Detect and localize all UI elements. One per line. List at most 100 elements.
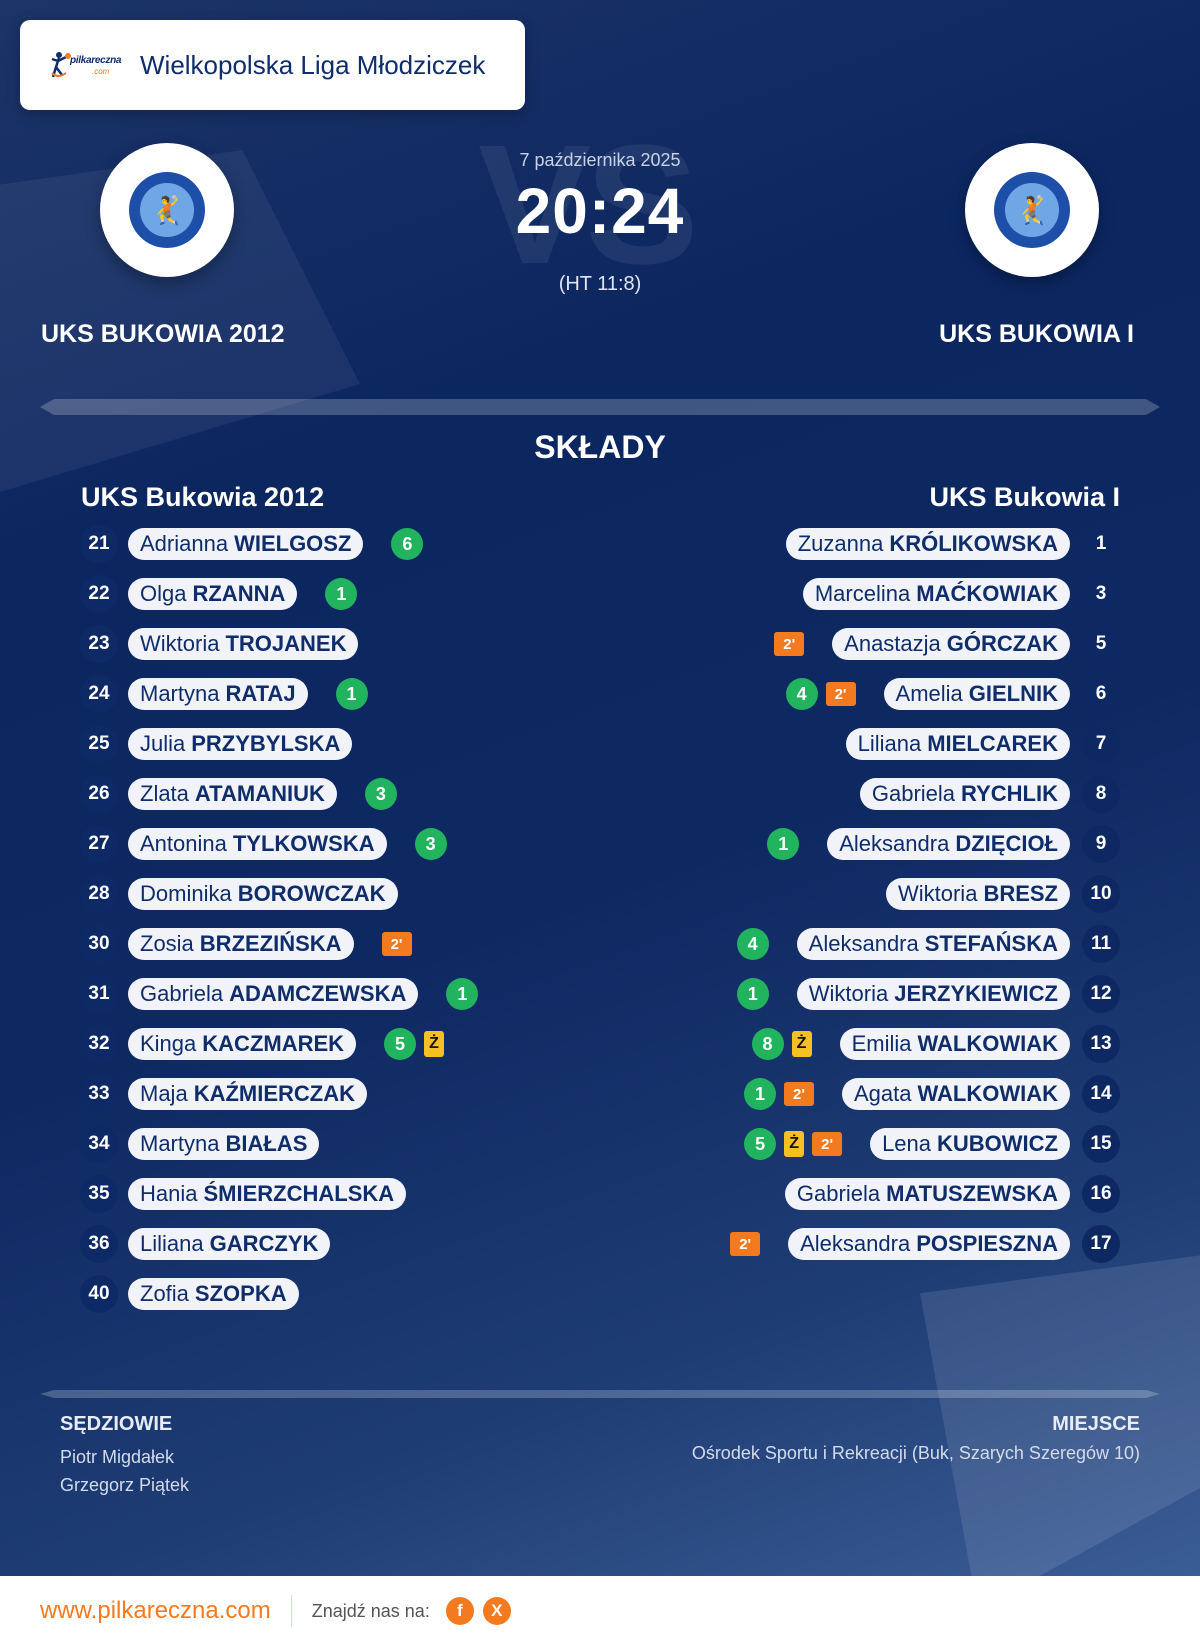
player-name-pill[interactable]: Martyna RATAJ (128, 678, 308, 710)
player-last-name: GÓRCZAK (946, 631, 1058, 656)
player-stats: 2' (774, 632, 805, 656)
player-stats: 3 (414, 828, 447, 860)
goals-badge: 1 (736, 978, 769, 1010)
player-number: 34 (80, 1125, 118, 1163)
player-stats: 5 Ż 2' (744, 1128, 843, 1160)
player-row: Liliana MIELCAREK 7 (730, 719, 1120, 769)
goals-badge: 1 (767, 828, 800, 860)
player-last-name: ŚMIERZCHALSKA (203, 1181, 395, 1206)
section-divider (40, 399, 1160, 415)
player-name-pill[interactable]: Dominika BOROWCZAK (128, 878, 398, 910)
player-first-name: Anastazja (844, 631, 941, 656)
goals-badge: 8 (751, 1028, 784, 1060)
yellow-card-badge: Ż (791, 1031, 812, 1057)
player-stats: 6 (391, 528, 424, 560)
player-number: 16 (1082, 1175, 1120, 1213)
player-name-pill[interactable]: Aleksandra DZIĘCIOŁ (827, 828, 1070, 860)
player-row: 40 Zofia SZOPKA (80, 1269, 478, 1319)
player-first-name: Lena (882, 1131, 932, 1156)
player-name-pill[interactable]: Antonina TYLKOWSKA (128, 828, 387, 860)
suspension-badge: 2' (381, 932, 412, 956)
player-name-pill[interactable]: Hania ŚMIERZCHALSKA (128, 1178, 407, 1210)
away-roster: Zuzanna KRÓLIKOWSKA 1 Marcelina MAĆKOWIAK 3 2'… (730, 519, 1120, 1269)
player-name-pill[interactable]: Zofia SZOPKA (128, 1278, 299, 1310)
player-name-pill[interactable]: Martyna BIAŁAS (128, 1128, 320, 1160)
player-name-pill[interactable]: Anastazja GÓRCZAK (832, 628, 1070, 660)
player-name-pill[interactable]: Agata WALKOWIAK (841, 1078, 1070, 1110)
player-name-pill[interactable]: Marcelina MAĆKOWIAK (802, 578, 1070, 610)
player-name-pill[interactable]: Gabriela MATUSZEWSKA (784, 1178, 1070, 1210)
player-name-pill[interactable]: Wiktoria BRESZ (885, 878, 1070, 910)
suspension-badge: 2' (825, 682, 856, 706)
player-last-name: KUBOWICZ (937, 1131, 1058, 1156)
player-row: Gabriela RYCHLIK 8 (730, 769, 1120, 819)
venue-name: Ośrodek Sportu i Rekreacji (Buk, Szarych… (691, 1443, 1140, 1463)
player-name-pill[interactable]: Zlata ATAMANIUK (128, 778, 337, 810)
player-number: 22 (80, 575, 118, 613)
player-name-pill[interactable]: Wiktoria TROJANEK (128, 628, 359, 660)
player-name-pill[interactable]: Aleksandra STEFAŃSKA (796, 928, 1070, 960)
player-name-pill[interactable]: Liliana MIELCAREK (845, 728, 1070, 760)
vs-watermark: VS (478, 110, 699, 300)
player-row: 30 Zosia BRZEZIŃSKA 2' (80, 919, 478, 969)
player-first-name: Martyna (140, 681, 220, 706)
pilkareczna-logo[interactable]: pilkareczna .com (48, 49, 122, 81)
player-row: 27 Antonina TYLKOWSKA 3 (80, 819, 478, 869)
player-last-name: WALKOWIAK (917, 1031, 1058, 1056)
goals-badge: 3 (364, 778, 397, 810)
goals-badge: 3 (414, 828, 447, 860)
player-name-pill[interactable]: Amelia GIELNIK (883, 678, 1070, 710)
player-last-name: ADAMCZEWSKA (229, 981, 407, 1006)
player-last-name: POSPIESZNA (916, 1231, 1058, 1256)
player-row: 1 Aleksandra DZIĘCIOŁ 9 (730, 819, 1120, 869)
player-first-name: Julia (140, 731, 186, 756)
player-name-pill[interactable]: Adrianna WIELGOSZ (128, 528, 364, 560)
footer-divider (290, 1595, 292, 1627)
player-name-pill[interactable]: Lena KUBOWICZ (870, 1128, 1070, 1160)
suspension-badge: 2' (730, 1232, 761, 1256)
player-number: 32 (80, 1025, 118, 1063)
player-row: 26 Zlata ATAMANIUK 3 (80, 769, 478, 819)
player-name-pill[interactable]: Zuzanna KRÓLIKOWSKA (785, 528, 1070, 560)
brand-logo-suffix: .com (92, 67, 110, 76)
player-stats: 1 (325, 578, 358, 610)
away-team-logo[interactable]: 🤾 (965, 143, 1099, 277)
goals-badge: 4 (785, 678, 818, 710)
x-icon[interactable]: X (482, 1597, 511, 1625)
player-name-pill[interactable]: Emilia WALKOWIAK (839, 1028, 1070, 1060)
player-row: Gabriela MATUSZEWSKA 16 (730, 1169, 1120, 1219)
player-name-pill[interactable]: Zosia BRZEZIŃSKA (128, 928, 354, 960)
player-name-pill[interactable]: Kinga KACZMAREK (128, 1028, 357, 1060)
player-name-pill[interactable]: Gabriela ADAMCZEWSKA (128, 978, 419, 1010)
player-number: 5 (1082, 625, 1120, 663)
player-name-pill[interactable]: Maja KAŹMIERCZAK (128, 1078, 368, 1110)
player-row: 31 Gabriela ADAMCZEWSKA 1 (80, 969, 479, 1019)
league-header: pilkareczna .com Wielkopolska Liga Młodz… (20, 20, 525, 110)
player-first-name: Zofia (140, 1281, 189, 1306)
player-stats: 4 (736, 928, 769, 960)
facebook-icon[interactable]: f (445, 1597, 474, 1625)
player-number: 15 (1082, 1125, 1120, 1163)
section-divider (40, 1390, 1160, 1398)
player-last-name: STEFAŃSKA (924, 931, 1058, 956)
player-name-pill[interactable]: Wiktoria JERZYKIEWICZ (796, 978, 1070, 1010)
website-link[interactable]: www.pilkareczna.com (40, 1597, 271, 1624)
player-name-pill[interactable]: Olga RZANNA (128, 578, 298, 610)
player-number: 17 (1082, 1225, 1120, 1263)
player-first-name: Dominika (140, 881, 232, 906)
player-stats: 3 (364, 778, 397, 810)
player-number: 11 (1082, 925, 1120, 963)
goals-badge: 5 (744, 1128, 777, 1160)
player-first-name: Zlata (140, 781, 189, 806)
player-first-name: Maja (140, 1081, 188, 1106)
home-team-logo[interactable]: 🤾 (100, 143, 234, 277)
player-row: 32 Kinga KACZMAREK 5 Ż (80, 1019, 478, 1069)
player-name-pill[interactable]: Gabriela RYCHLIK (859, 778, 1070, 810)
player-name-pill[interactable]: Liliana GARCZYK (128, 1228, 331, 1260)
player-number: 1 (1082, 525, 1120, 563)
player-name-pill[interactable]: Julia PRZYBYLSKA (128, 728, 353, 760)
player-last-name: ATAMANIUK (194, 781, 325, 806)
player-number: 35 (80, 1175, 118, 1213)
player-name-pill[interactable]: Aleksandra POSPIESZNA (788, 1228, 1070, 1260)
